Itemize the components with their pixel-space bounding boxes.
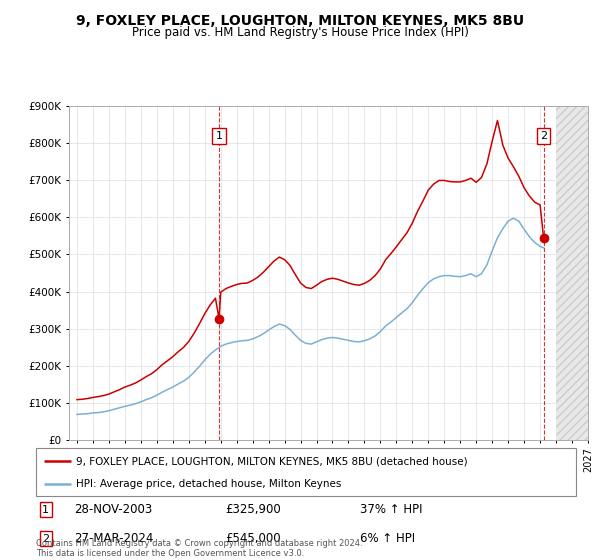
Text: 9, FOXLEY PLACE, LOUGHTON, MILTON KEYNES, MK5 8BU: 9, FOXLEY PLACE, LOUGHTON, MILTON KEYNES… [76, 14, 524, 28]
Text: 2: 2 [540, 131, 547, 141]
Text: 27-MAR-2024: 27-MAR-2024 [74, 532, 153, 545]
Text: Contains HM Land Registry data © Crown copyright and database right 2024.
This d: Contains HM Land Registry data © Crown c… [36, 539, 362, 558]
Text: 6% ↑ HPI: 6% ↑ HPI [360, 532, 415, 545]
Text: 1: 1 [215, 131, 223, 141]
Text: 9, FOXLEY PLACE, LOUGHTON, MILTON KEYNES, MK5 8BU (detached house): 9, FOXLEY PLACE, LOUGHTON, MILTON KEYNES… [77, 456, 468, 466]
Text: £325,900: £325,900 [225, 503, 281, 516]
Text: 28-NOV-2003: 28-NOV-2003 [74, 503, 152, 516]
Text: 37% ↑ HPI: 37% ↑ HPI [360, 503, 422, 516]
Text: 1: 1 [42, 505, 49, 515]
Text: Price paid vs. HM Land Registry's House Price Index (HPI): Price paid vs. HM Land Registry's House … [131, 26, 469, 39]
Text: HPI: Average price, detached house, Milton Keynes: HPI: Average price, detached house, Milt… [77, 479, 342, 489]
Text: £545,000: £545,000 [225, 532, 281, 545]
Text: 2: 2 [42, 534, 49, 544]
